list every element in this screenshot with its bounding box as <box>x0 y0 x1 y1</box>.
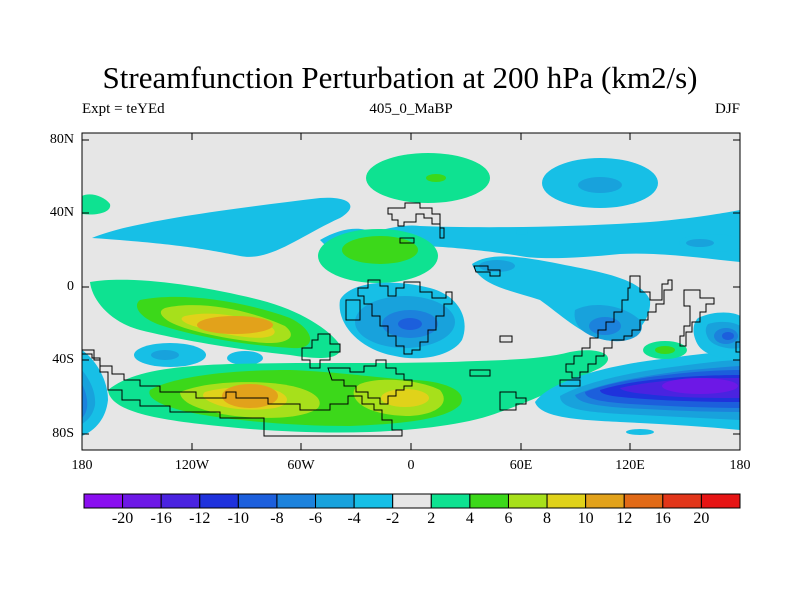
lon-label-180e: 180 <box>729 458 751 473</box>
colorbar-label: 6 <box>504 510 513 527</box>
colorbar <box>83 493 741 509</box>
colorbar-swatch <box>353 493 394 509</box>
lon-label-60e: 60E <box>509 458 533 473</box>
negative-cells-south <box>82 343 654 436</box>
coastlines <box>82 202 740 437</box>
positive-band-south <box>108 350 609 433</box>
lon-label-60w: 60W <box>287 458 315 473</box>
lon-label-180w: 180 <box>71 458 93 473</box>
colorbar-swatch <box>507 493 548 509</box>
colorbar-label: -6 <box>308 510 323 527</box>
colorbar-swatch <box>122 493 162 509</box>
colorbar-swatch <box>392 493 432 509</box>
colorbar-swatch <box>662 493 702 509</box>
colorbar-label: -10 <box>227 510 249 527</box>
colorbar-swatch <box>160 493 201 509</box>
colorbar-swatch <box>199 493 239 509</box>
colorbar-swatch <box>585 493 625 509</box>
colorbar-swatch <box>700 493 741 509</box>
lat-label-80n: 80N <box>49 132 74 147</box>
season-label: DJF <box>714 101 740 117</box>
plot-title: Streamfunction Perturbation at 200 hPa (… <box>102 60 698 95</box>
colorbar-swatch <box>83 493 124 509</box>
lat-label-0: 0 <box>67 279 74 294</box>
positive-tongue-pacific <box>90 279 341 358</box>
axis-ticks <box>81 133 741 450</box>
colorbar-label: 10 <box>577 510 594 527</box>
colorbar-swatch <box>430 493 471 509</box>
positive-cell-indian <box>643 312 740 359</box>
experiment-label: Expt = teYEd <box>82 101 165 117</box>
colorbar-swatch <box>546 493 587 509</box>
lat-label-40s: 40S <box>52 352 74 367</box>
colorbar-swatch <box>237 493 278 509</box>
colorbar-label: -12 <box>189 510 211 527</box>
colorbar-swatch <box>315 493 355 509</box>
colorbar-label: -2 <box>386 510 400 527</box>
colorbar-label: 12 <box>616 510 633 527</box>
negative-cell-atlantic <box>339 282 465 359</box>
lon-label-0: 0 <box>407 458 415 473</box>
colorbar-label: 20 <box>693 510 710 527</box>
negative-cell-south-indian <box>535 350 740 430</box>
colorbar-swatch <box>623 493 664 509</box>
colorbar-label: 4 <box>465 510 474 527</box>
colorbar-label: -16 <box>150 510 172 527</box>
colorbar-swatch <box>469 493 509 509</box>
map-field <box>82 133 740 450</box>
lat-label-40n: 40N <box>49 205 74 220</box>
colorbar-label: 2 <box>427 510 436 527</box>
lon-label-120w: 120W <box>174 458 210 473</box>
colorbar-swatch <box>276 493 317 509</box>
lat-label-80s: 80S <box>52 426 74 441</box>
colorbar-label: -4 <box>347 510 361 527</box>
colorbar-label: 8 <box>543 510 552 527</box>
case-label: 405_0_MaBP <box>369 101 453 117</box>
lon-label-120e: 120E <box>615 458 645 473</box>
colorbar-label: 16 <box>654 510 671 527</box>
colorbar-label: -8 <box>270 510 284 527</box>
negative-band-north <box>92 158 740 342</box>
colorbar-label: -20 <box>111 510 134 527</box>
